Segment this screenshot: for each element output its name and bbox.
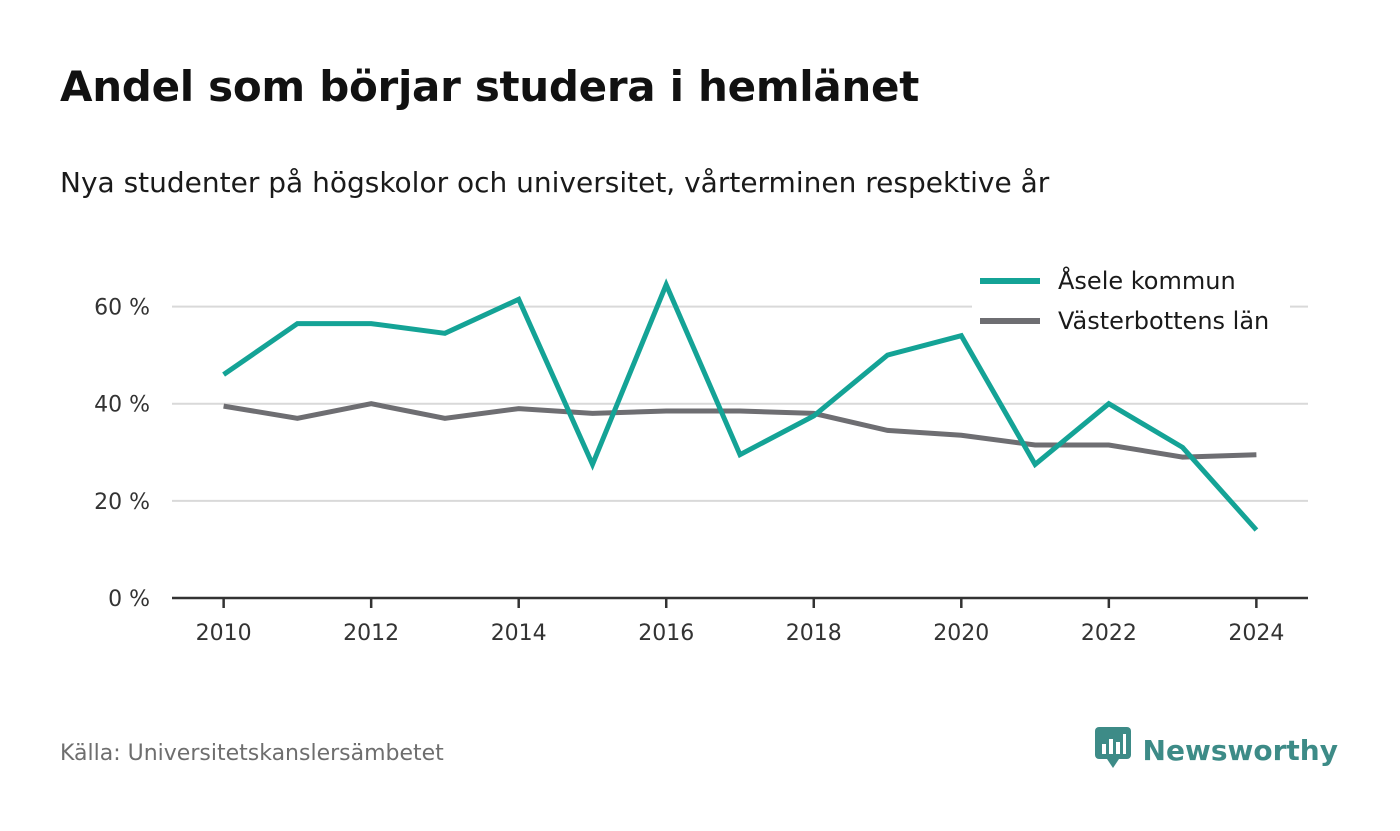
y-tick-label: 20 %	[94, 490, 150, 515]
line-chart: 0 % 20 % 40 % 60 % 2010 2012 2014 2016 2018 2020…	[94, 258, 1308, 646]
brand: Newsworthy	[1094, 727, 1338, 773]
x-tick-label: 2014	[491, 621, 547, 646]
x-tick-label: 2024	[1228, 621, 1284, 646]
chart-subtitle: Nya studenter på högskolor och universit…	[60, 166, 1050, 199]
newsworthy-logo-icon	[1094, 727, 1131, 773]
y-tick-label: 60 %	[94, 296, 150, 321]
x-tick-label: 2018	[786, 621, 842, 646]
x-tick-label: 2020	[933, 621, 989, 646]
series-line-0	[222, 278, 1259, 532]
brand-name: Newsworthy	[1142, 733, 1338, 767]
source-note: Källa: Universitetskanslersämbetet	[60, 741, 444, 766]
legend-label: Västerbottens län	[1058, 307, 1269, 335]
legend: Åsele kommun Västerbottens län	[972, 258, 1290, 346]
legend-background	[972, 258, 1290, 346]
chart-title: Andel som börjar studera i hemlänet	[60, 62, 919, 111]
y-axis-labels: 0 % 20 % 40 % 60 %	[94, 296, 150, 612]
y-tick-label: 0 %	[108, 587, 150, 612]
legend-label: Åsele kommun	[1058, 266, 1236, 295]
x-tick-label: 2016	[638, 621, 694, 646]
y-tick-label: 40 %	[94, 393, 150, 418]
x-tick-label: 2022	[1081, 621, 1137, 646]
series-line-1	[223, 401, 1257, 460]
x-tick-label: 2012	[343, 621, 399, 646]
series-lines	[222, 278, 1259, 532]
x-tick-label: 2010	[196, 621, 252, 646]
x-axis-ticks: 2010 2012 2014 2016 2018 2020 2022 2024	[196, 598, 1284, 646]
